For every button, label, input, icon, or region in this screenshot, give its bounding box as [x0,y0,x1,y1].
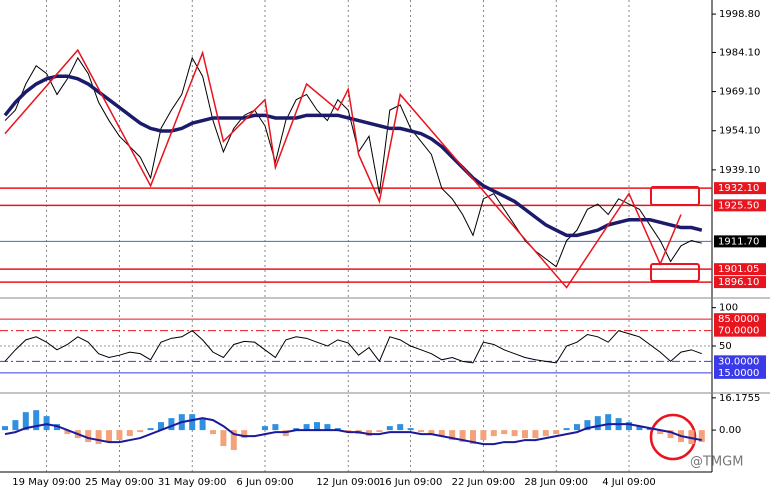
level-label: 30.0000 [718,356,759,367]
y-tick-label: 1954.10 [719,126,760,137]
x-tick-label: 22 Jun 09:00 [452,477,516,488]
histogram-bar [85,430,92,443]
level-label-bg [714,263,766,276]
histogram-bar [511,430,518,437]
histogram-bar [262,426,268,431]
y-tick-label: 1998.80 [719,9,760,20]
zigzag-line [4,48,682,289]
histogram-bar [449,430,456,441]
histogram-bar [137,430,144,433]
histogram-bar [168,418,175,431]
level-label-bg [714,235,766,248]
histogram-bar [314,422,320,431]
histogram-bar [459,430,466,443]
highlight-circle [649,413,697,461]
histogram-bar [210,430,216,435]
y-tick-label: 1984.10 [719,47,760,58]
histogram-bar [376,430,383,433]
level-label: 1901.05 [718,264,759,275]
x-tick-label: 4 Jul 09:00 [602,477,656,488]
series-line [4,417,702,446]
histogram-bar [438,430,445,437]
level-label: 1925.50 [718,200,759,211]
histogram-bar [626,422,632,431]
x-tick-label: 12 Jun 09:00 [316,477,380,488]
x-tick-label: 25 May 09:00 [85,477,154,488]
histogram-bar [574,424,580,431]
histogram-bar [397,424,404,431]
series-line [4,330,702,364]
x-tick-label: 19 May 09:00 [12,477,81,488]
histogram-bar [501,430,508,435]
histogram-bar [158,422,164,431]
histogram-bar [553,430,560,435]
histogram-bar [480,430,487,441]
level-label-bg [714,276,766,289]
level-label-bg [714,355,766,368]
series-line [4,56,702,268]
y-tick-label: 16.1755 [719,393,760,404]
histogram-bar [470,430,476,445]
level-label: 15.0000 [718,368,759,379]
histogram-bar [2,426,8,431]
histogram-bar [199,418,206,431]
x-tick-label: 6 Jun 09:00 [236,477,293,488]
y-tick-label: 0.00 [719,425,741,436]
histogram-bar [605,414,612,431]
histogram-bar [147,428,154,431]
level-label: 85.0000 [718,314,759,325]
histogram-bar [22,412,29,431]
histogram-bar [490,430,497,437]
histogram-bar [522,430,528,439]
histogram-bar [64,430,71,435]
histogram-bar [542,430,549,437]
histogram-bar [386,426,393,431]
histogram-bar [126,430,133,437]
histogram-bar [106,430,112,443]
histogram-bar [698,430,705,443]
histogram-bar [230,430,237,451]
histogram-bar [418,430,424,433]
histogram-bar [532,430,539,439]
level-label: 1911.70 [718,236,759,247]
level-label: 1896.10 [718,277,759,288]
histogram-bar [12,420,19,431]
y-tick-label: 1939.10 [719,165,760,176]
x-tick-label: 28 Jun 09:00 [524,477,588,488]
histogram-bar [95,430,102,445]
x-tick-label: 16 Jun 09:00 [379,477,443,488]
histogram-bar [584,420,591,431]
level-label-bg [714,324,766,337]
histogram-bar [303,424,310,431]
histogram-bar [428,430,435,435]
y-tick-label: 100 [719,303,738,314]
histogram-bar [657,430,664,435]
highlight-box [650,263,700,282]
histogram-bar [220,430,227,447]
level-label-bg [714,366,766,379]
histogram-bar [324,424,331,431]
watermark: @TMGM [690,455,743,470]
level-label-bg [714,182,766,195]
histogram-bar [667,430,674,439]
histogram-bar [636,426,643,431]
x-tick-label: 31 May 09:00 [158,477,227,488]
histogram-bar [272,424,279,431]
histogram-bar [189,414,196,431]
level-label: 1932.10 [718,183,759,194]
level-label: 70.0000 [718,326,759,337]
y-tick-label: 1969.10 [719,87,760,98]
level-label-bg [714,199,766,212]
level-label-bg [714,313,766,326]
y-tick-label: 50 [719,341,732,352]
histogram-bar [594,416,601,431]
histogram-bar [407,428,414,431]
histogram-bar [116,430,123,441]
histogram-bar [241,430,248,439]
histogram-bar [563,428,570,431]
histogram-bar [33,410,40,431]
